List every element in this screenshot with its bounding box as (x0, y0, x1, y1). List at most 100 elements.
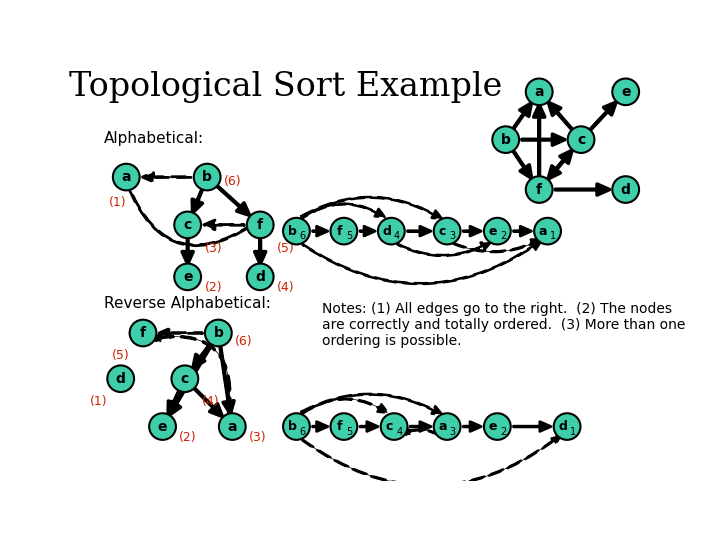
FancyArrowPatch shape (217, 186, 250, 215)
Ellipse shape (534, 218, 561, 245)
Text: (3): (3) (204, 241, 222, 254)
Text: Topological Sort Example: Topological Sort Example (68, 71, 502, 103)
Text: a: a (539, 225, 547, 238)
Text: a: a (228, 420, 237, 434)
Ellipse shape (433, 218, 461, 245)
Text: c: c (439, 225, 446, 238)
Ellipse shape (378, 218, 405, 245)
Text: e: e (621, 85, 631, 99)
Ellipse shape (484, 218, 510, 245)
FancyArrowPatch shape (410, 422, 431, 431)
FancyArrowPatch shape (193, 344, 210, 368)
Text: e: e (183, 270, 192, 284)
Text: d: d (256, 270, 265, 284)
FancyArrowPatch shape (312, 226, 328, 236)
Text: Reverse Alphabetical:: Reverse Alphabetical: (104, 295, 271, 310)
Text: 1: 1 (550, 231, 557, 241)
FancyArrowPatch shape (194, 388, 222, 416)
FancyArrowPatch shape (159, 328, 202, 338)
FancyArrowPatch shape (302, 204, 385, 218)
Text: 3: 3 (449, 427, 456, 436)
FancyArrowPatch shape (143, 172, 191, 182)
Ellipse shape (554, 413, 580, 440)
FancyArrowPatch shape (302, 197, 442, 219)
Text: (3): (3) (249, 431, 266, 444)
FancyArrowPatch shape (168, 390, 179, 415)
Ellipse shape (612, 176, 639, 203)
Text: f: f (337, 420, 342, 433)
FancyArrowPatch shape (590, 102, 616, 130)
FancyArrowPatch shape (549, 102, 572, 130)
Text: c: c (577, 133, 585, 147)
FancyArrowPatch shape (302, 435, 561, 486)
FancyArrowPatch shape (255, 238, 266, 264)
FancyArrowPatch shape (397, 242, 491, 256)
Ellipse shape (107, 366, 134, 392)
Ellipse shape (612, 78, 639, 105)
Ellipse shape (174, 212, 201, 238)
Ellipse shape (247, 264, 274, 290)
Text: b: b (213, 326, 223, 340)
Ellipse shape (283, 218, 310, 245)
Text: c: c (386, 420, 393, 433)
Text: (2): (2) (204, 281, 222, 294)
Text: a: a (122, 170, 131, 184)
FancyArrowPatch shape (400, 427, 441, 436)
Text: f: f (536, 183, 542, 197)
Text: a: a (438, 420, 447, 433)
FancyArrowPatch shape (312, 422, 328, 431)
Text: c: c (184, 218, 192, 232)
Text: c: c (181, 372, 189, 386)
Text: b: b (287, 225, 297, 238)
Ellipse shape (492, 126, 519, 153)
FancyArrowPatch shape (302, 399, 388, 413)
Text: Notes: (1) All edges go to the right.  (2) The nodes
are correctly and totally o: Notes: (1) All edges go to the right. (2… (322, 302, 685, 348)
FancyArrowPatch shape (463, 226, 481, 236)
Text: d: d (558, 420, 567, 433)
Ellipse shape (330, 413, 357, 440)
Text: (5): (5) (112, 349, 130, 362)
Text: e: e (489, 225, 497, 238)
Text: e: e (489, 420, 497, 433)
Text: (6): (6) (224, 175, 241, 188)
Ellipse shape (526, 78, 552, 105)
Text: f: f (257, 218, 264, 232)
FancyArrowPatch shape (513, 226, 531, 236)
Text: 2: 2 (500, 231, 506, 241)
Ellipse shape (130, 320, 156, 346)
Text: 6: 6 (299, 231, 305, 241)
Text: f: f (337, 225, 342, 238)
Text: d: d (116, 372, 125, 386)
Text: 4: 4 (394, 231, 400, 241)
Text: 1: 1 (570, 427, 576, 436)
Text: f: f (140, 326, 146, 340)
FancyArrowPatch shape (522, 134, 565, 145)
Text: 5: 5 (346, 231, 353, 241)
Text: (5): (5) (277, 241, 294, 254)
FancyArrowPatch shape (513, 422, 551, 431)
FancyArrowPatch shape (302, 241, 541, 284)
Text: e: e (158, 420, 167, 434)
Ellipse shape (567, 126, 595, 153)
FancyArrowPatch shape (192, 189, 202, 213)
FancyArrowPatch shape (513, 151, 531, 178)
Ellipse shape (247, 212, 274, 238)
Ellipse shape (283, 413, 310, 440)
FancyArrowPatch shape (204, 220, 244, 229)
FancyArrowPatch shape (122, 173, 265, 246)
Text: 3: 3 (449, 231, 456, 241)
Text: d: d (621, 183, 631, 197)
Text: (2): (2) (179, 431, 197, 444)
Text: 2: 2 (500, 427, 506, 436)
Ellipse shape (330, 218, 357, 245)
Ellipse shape (205, 320, 232, 346)
Text: (1): (1) (109, 196, 126, 209)
FancyArrowPatch shape (169, 345, 212, 415)
Text: b: b (202, 170, 212, 184)
Text: 6: 6 (299, 427, 305, 436)
FancyArrowPatch shape (302, 394, 442, 415)
FancyArrowPatch shape (408, 226, 431, 236)
Text: (6): (6) (235, 335, 253, 348)
FancyArrowPatch shape (555, 184, 610, 195)
Ellipse shape (433, 413, 461, 440)
